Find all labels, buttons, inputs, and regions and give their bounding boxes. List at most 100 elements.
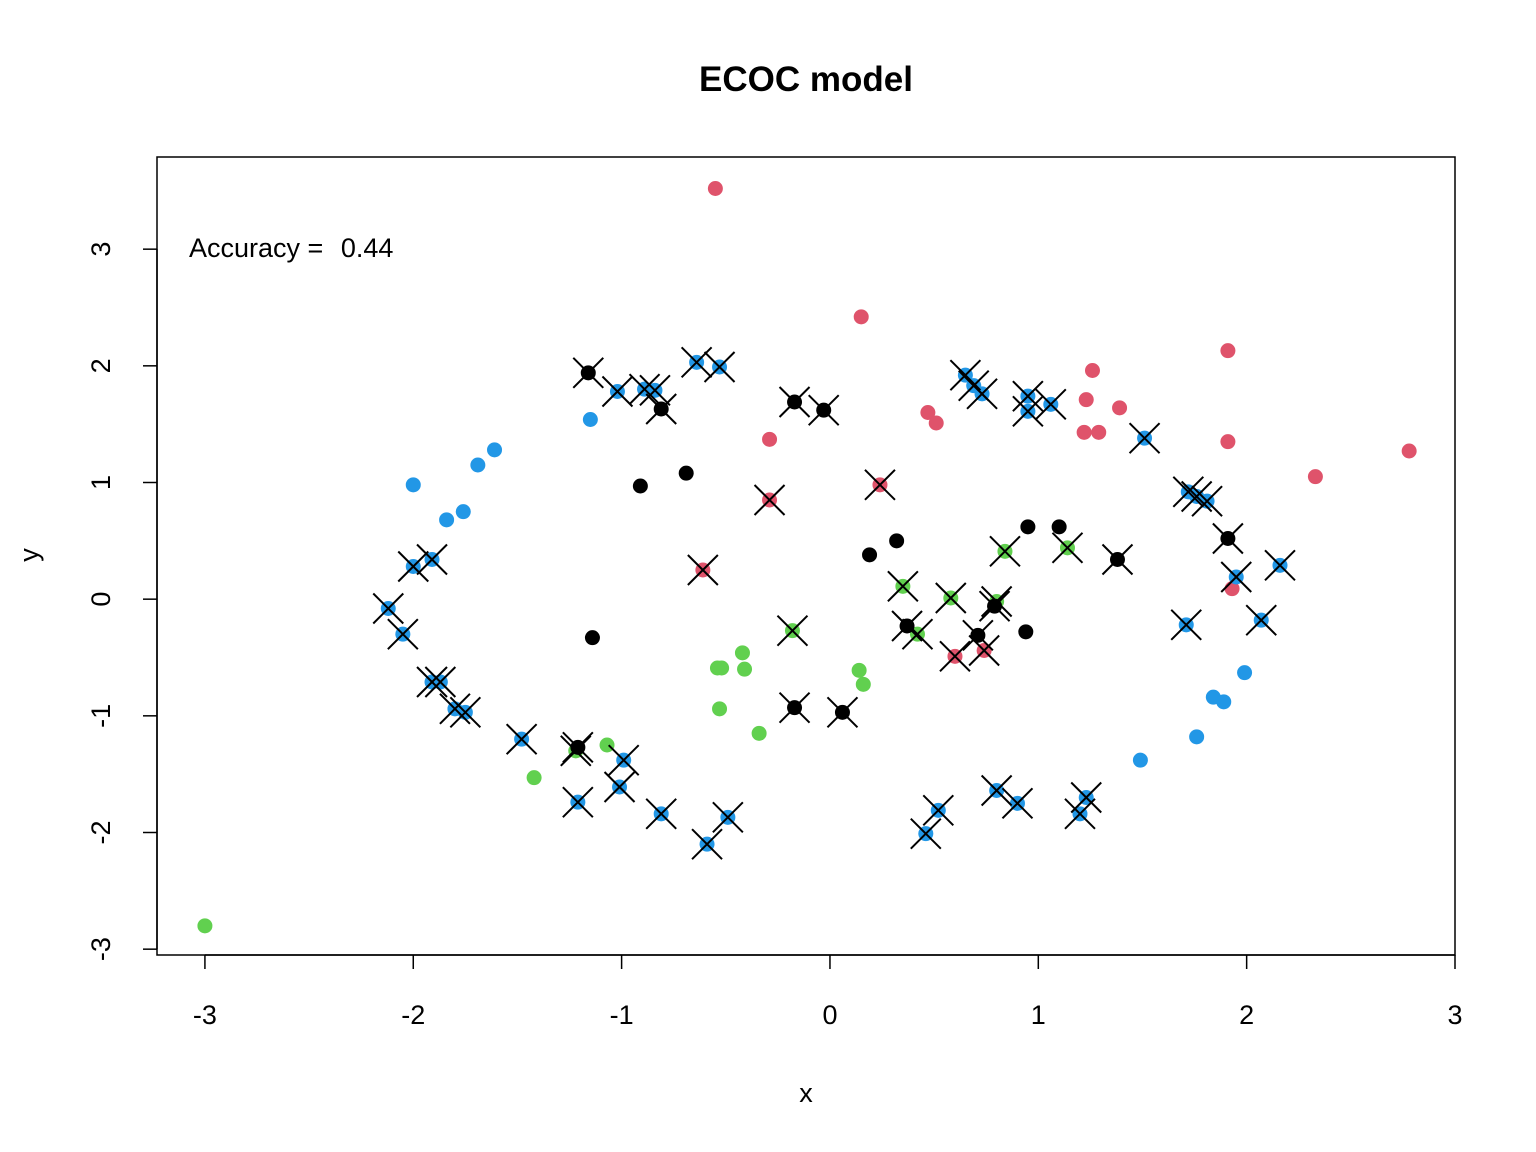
data-point-green	[599, 737, 615, 753]
misclassified-cross	[691, 828, 723, 860]
data-point-blue	[439, 512, 455, 528]
data-point-red	[1084, 363, 1100, 378]
misclassified-cross	[887, 570, 919, 603]
misclassified-cross	[901, 618, 934, 650]
misclassified-cross	[826, 696, 859, 729]
misclassified-cross	[1101, 543, 1134, 576]
misclassified-cross	[1172, 476, 1205, 508]
misclassified-cross	[687, 554, 719, 586]
y-axis: -3 -2 -1 0 1 2 3	[86, 242, 158, 961]
y-tick-label: 0	[86, 592, 116, 607]
misclassified-cross	[1064, 798, 1096, 830]
data-point-green	[851, 662, 867, 678]
misclassified-cross	[778, 691, 811, 724]
misclassified-cross	[1191, 485, 1223, 517]
data-point-red	[1401, 443, 1417, 459]
data-point-green	[197, 918, 213, 934]
data-point-blue	[1237, 665, 1253, 681]
data-point-blue	[405, 477, 421, 493]
data-point-green	[714, 660, 730, 676]
misclassified-cross	[424, 666, 457, 698]
misclassified-cross	[449, 696, 482, 729]
data-point-black	[1018, 624, 1034, 640]
misclassified-cross	[864, 469, 896, 501]
data-point-green	[734, 645, 750, 661]
misclassified-cross	[962, 619, 994, 652]
misclassified-cross	[1001, 787, 1034, 820]
misclassified-cross	[1170, 609, 1202, 641]
misclassified-cross	[628, 373, 661, 405]
data-point-blue	[1216, 694, 1232, 710]
misclassified-cross	[505, 723, 538, 755]
misclassified-cross	[703, 351, 736, 383]
data-point-red	[762, 431, 778, 447]
misclassified-cross	[560, 735, 592, 767]
x-tick-label: 1	[1031, 1000, 1046, 1030]
y-tick-label: -2	[86, 820, 116, 844]
data-point-red	[928, 415, 944, 431]
data-point-green	[737, 661, 753, 677]
misclassified-cross	[1245, 604, 1277, 636]
misclassified-cross	[439, 693, 471, 725]
data-point-red	[1220, 434, 1236, 450]
misclassified-cross	[776, 614, 809, 647]
y-tick-label: 3	[86, 242, 116, 257]
y-tick-label: 2	[86, 358, 116, 373]
misclassified-cross	[1212, 522, 1244, 555]
misclassified-cross	[989, 535, 1021, 568]
x-tick-label: 2	[1239, 1000, 1254, 1030]
misclassified-cross	[572, 357, 604, 389]
data-point-red	[853, 309, 869, 325]
x-tick-label: -3	[193, 1000, 217, 1030]
misclassified-cross	[1035, 388, 1067, 421]
x-tick-label: 3	[1447, 1000, 1462, 1030]
data-point-green	[855, 676, 871, 692]
y-axis-label: y	[14, 548, 44, 562]
misclassified-cross	[712, 801, 744, 834]
misclassified-cross	[753, 484, 786, 516]
data-point-blue	[1189, 729, 1205, 745]
misclassified-cross	[645, 798, 677, 830]
misclassified-cross	[1220, 561, 1252, 593]
cross-layer	[372, 346, 1296, 860]
misclassified-cross	[1180, 480, 1213, 513]
misclassified-cross	[1070, 781, 1102, 814]
data-point-red	[1076, 424, 1092, 440]
misclassified-cross	[562, 731, 594, 764]
misclassified-cross	[601, 375, 634, 408]
data-point-black	[889, 533, 905, 549]
misclassified-cross	[562, 786, 594, 818]
data-point-red	[1220, 343, 1236, 359]
data-point-red	[707, 181, 723, 196]
x-tick-label: 0	[822, 1000, 837, 1030]
misclassified-cross	[808, 394, 840, 426]
misclassified-cross	[603, 771, 636, 803]
x-tick-label: -2	[401, 1000, 425, 1030]
misclassified-cross	[922, 794, 955, 827]
data-point-red	[1091, 424, 1107, 440]
x-axis-label: x	[799, 1078, 813, 1108]
misclassified-cross	[778, 386, 811, 418]
accuracy-label: Accuracy =	[189, 233, 331, 263]
data-point-red	[1112, 400, 1128, 416]
data-point-green	[751, 725, 767, 741]
misclassified-cross	[397, 550, 429, 583]
data-point-black	[632, 478, 648, 494]
misclassified-cross	[939, 640, 971, 673]
misclassified-cross	[607, 744, 640, 776]
misclassified-cross	[1012, 395, 1044, 428]
misclassified-cross	[935, 582, 967, 614]
data-point-black	[1051, 519, 1067, 535]
data-point-red	[1078, 392, 1094, 408]
misclassified-cross	[891, 610, 923, 642]
data-point-black	[584, 630, 600, 646]
accuracy-value: 0.44	[341, 233, 394, 263]
misclassified-cross	[645, 393, 677, 425]
misclassified-cross	[1051, 532, 1084, 564]
data-point-blue	[470, 457, 486, 473]
misclassified-cross	[680, 346, 713, 379]
misclassified-cross	[978, 590, 1011, 622]
misclassified-cross	[639, 374, 671, 407]
data-point-red	[920, 405, 936, 420]
